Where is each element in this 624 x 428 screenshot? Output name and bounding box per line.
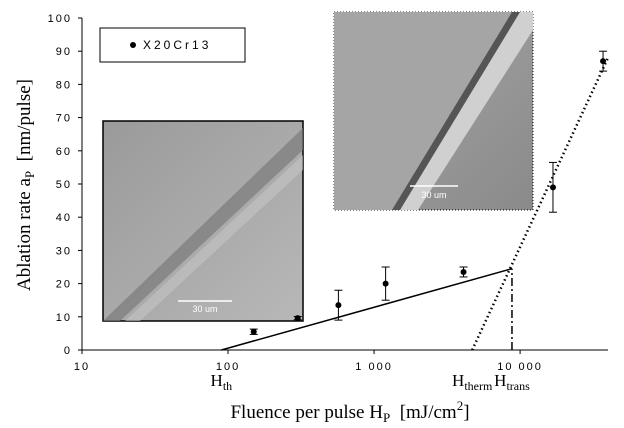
x-tick-label: 100 bbox=[216, 361, 240, 373]
y-tick-label: 100 bbox=[48, 13, 72, 25]
x-tick-label: 1 000 bbox=[355, 361, 393, 373]
y-label-part: Ablation rate a bbox=[14, 178, 35, 291]
y-tick-label: 40 bbox=[56, 212, 72, 224]
data-point bbox=[600, 58, 607, 65]
x-label-sub: P bbox=[383, 410, 390, 425]
y-tick-label: 50 bbox=[56, 179, 72, 191]
annotation: Htherm bbox=[452, 371, 493, 393]
y-tick-label: 30 bbox=[56, 245, 72, 257]
data-point bbox=[460, 268, 467, 275]
annotation-sub: therm bbox=[464, 379, 493, 393]
y-tick-label: 70 bbox=[56, 113, 72, 125]
annotation-sub: trans bbox=[506, 379, 530, 393]
annotation: Htrans bbox=[494, 371, 530, 393]
annotation: Hth bbox=[211, 371, 233, 393]
y-tick-label: 0 bbox=[64, 345, 72, 357]
x-label-part: Fluence per pulse H bbox=[230, 402, 383, 423]
annotation-sub: th bbox=[223, 379, 232, 393]
data-point bbox=[250, 328, 257, 335]
x-label-part: ] bbox=[463, 402, 469, 423]
y-tick-label: 80 bbox=[56, 79, 72, 91]
annotation-text: H bbox=[452, 371, 464, 390]
y-tick-label: 20 bbox=[56, 279, 72, 291]
y-tick-label: 90 bbox=[56, 46, 72, 58]
scale-label: 30 um bbox=[192, 304, 217, 314]
fit-line bbox=[221, 267, 513, 351]
legend-label: X20Cr13 bbox=[143, 38, 211, 52]
data-point bbox=[549, 184, 556, 191]
data-point bbox=[294, 315, 301, 322]
x-axis-title: Fluence per pulse HP [mJ/cm2] bbox=[230, 398, 469, 425]
x-label-sup: 2 bbox=[457, 398, 464, 413]
data-point bbox=[382, 280, 389, 287]
x-tick-label: 10 000 bbox=[497, 361, 543, 373]
y-axis-title: Ablation rate aP [nm/pulse] bbox=[14, 79, 37, 291]
annotation-text: H bbox=[494, 371, 506, 390]
annotation-text: H bbox=[211, 371, 223, 390]
x-tick-label: 10 bbox=[74, 361, 90, 373]
scale-label: 30 um bbox=[421, 190, 446, 200]
inset-image: 30 um bbox=[102, 120, 304, 322]
y-tick-label: 60 bbox=[56, 146, 72, 158]
x-label-part: [mJ/cm bbox=[390, 402, 457, 423]
legend-marker bbox=[130, 42, 136, 48]
y-tick-label: 10 bbox=[56, 312, 72, 324]
legend: X20Cr13 bbox=[99, 27, 246, 63]
inset-image: 30 um bbox=[333, 11, 534, 211]
y-label-part: [nm/pulse] bbox=[14, 79, 35, 171]
data-point bbox=[335, 302, 342, 309]
y-label-sub: P bbox=[22, 171, 37, 178]
